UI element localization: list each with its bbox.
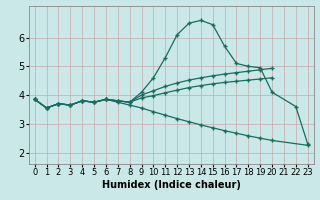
X-axis label: Humidex (Indice chaleur): Humidex (Indice chaleur) xyxy=(102,180,241,190)
